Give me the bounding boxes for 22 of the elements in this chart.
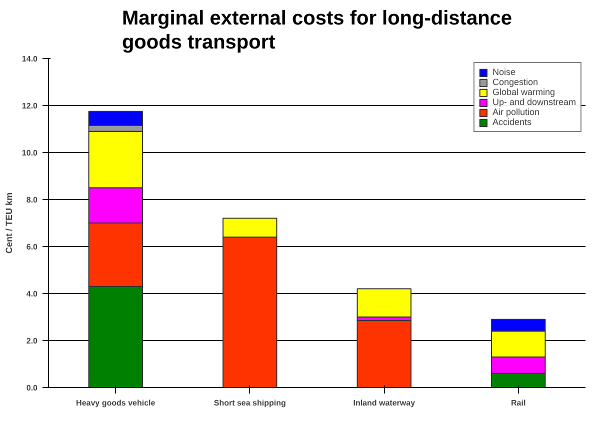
bar	[356, 320, 412, 388]
x-tick-label: Rail	[511, 398, 526, 408]
y-tick-label: 10.0	[22, 148, 38, 158]
legend-label: Air pollution	[492, 107, 540, 117]
bar	[356, 288, 412, 318]
y-tick-label: 4.0	[26, 290, 38, 298]
y-tick-label: 14.0	[22, 54, 38, 64]
y-axis-title: Cent / TEU km	[4, 192, 14, 254]
x-tick-label: Short sea shipping	[214, 398, 286, 408]
x-tick-label: Heavy goods vehicle	[76, 398, 156, 408]
y-tick-label: 12.0	[22, 102, 38, 110]
x-tick-label: Inland waterway	[353, 398, 416, 408]
legend-label: Noise	[492, 67, 516, 77]
y-tick-label: 8.0	[26, 196, 38, 204]
legend-label: Accidents	[492, 117, 532, 127]
y-tick-label: 0.0	[26, 384, 38, 392]
legend-label: Up- and downstream	[492, 97, 576, 107]
y-tick-label: 2.0	[26, 336, 38, 346]
legend-label: Congestion	[492, 77, 538, 87]
legend-label: Global warming	[492, 87, 555, 97]
chart-title: Marginal external costs for long-distance goods transport	[122, 7, 512, 54]
y-tick-label: 6.0	[26, 242, 38, 252]
